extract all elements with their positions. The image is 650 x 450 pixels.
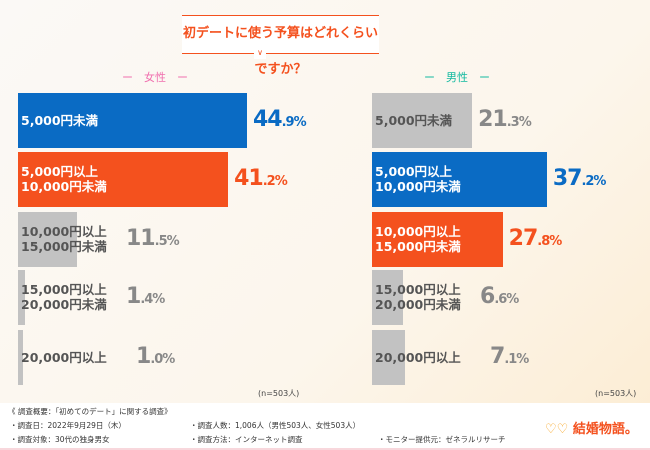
value-label: 1.0%: [136, 344, 175, 369]
value-label: 41.2%: [234, 166, 288, 191]
chevron-down-icon: ∨: [254, 47, 266, 59]
value-label: 6.6%: [480, 284, 519, 309]
value-label: 44.9%: [252, 107, 307, 132]
bar-label: 15,000円以上 20,000円未満: [21, 282, 107, 312]
bar-label: 15,000円以上 20,000円未満: [375, 282, 461, 312]
group-title: ー 女性 ー: [122, 71, 188, 84]
bar: [372, 330, 406, 385]
bar-label: 5,000円以上 10,000円未満: [21, 164, 107, 194]
bar: [372, 93, 473, 148]
value-label: 1.4%: [126, 284, 165, 309]
bar: [18, 212, 77, 267]
bar: [18, 270, 26, 325]
sample-size: (n=503人): [258, 389, 300, 398]
logo: ♡♡ 結婚物語。: [545, 422, 638, 437]
bar-label: 5,000円未満: [21, 112, 99, 128]
bar-label: 20,000円以上: [21, 349, 107, 365]
chart-title: 初デートに使う予算はどれくらいですか？: [182, 15, 379, 77]
survey-date: ・調査日：2022年9月29日（木）: [10, 421, 126, 430]
bar: [18, 93, 247, 148]
sample-size: (n=503人): [595, 389, 637, 398]
footer: 《 調査概要：「初めてのデート」に関する調査》 ・調査日：2022年9月29日（…: [0, 403, 650, 450]
survey-method: ・調査方法：インターネット調査: [190, 435, 303, 444]
bar: [372, 212, 503, 267]
bar-label: 10,000円以上 15,000円未満: [21, 224, 107, 254]
survey-provider: ・モニター提供元：ゼネラルリサーチ: [378, 435, 506, 444]
survey-target: ・調査対象：30代の独身男女: [10, 435, 110, 444]
bar-label: 5,000円以上 10,000円未満: [375, 164, 461, 194]
bar-label: 20,000円以上: [375, 349, 461, 365]
value-label: 11.5%: [126, 226, 180, 251]
bar: [372, 270, 404, 325]
bar: [18, 330, 24, 385]
value-label: 27.8%: [508, 226, 563, 251]
survey-heading: 《 調査概要：「初めてのデート」に関する調査》: [8, 407, 172, 416]
bar: [18, 152, 229, 207]
survey-count: ・調査人数：1,006人（男性503人、女性503人）: [190, 421, 361, 430]
value-label: 37.2%: [552, 166, 607, 191]
group-title: ー 男性 ー: [424, 71, 490, 84]
bar: [372, 152, 547, 207]
bar-label: 5,000円未満: [375, 112, 453, 128]
value-label: 7.1%: [490, 344, 529, 369]
value-label: 21.3%: [478, 107, 532, 132]
bar-label: 10,000円以上 15,000円未満: [375, 224, 461, 254]
